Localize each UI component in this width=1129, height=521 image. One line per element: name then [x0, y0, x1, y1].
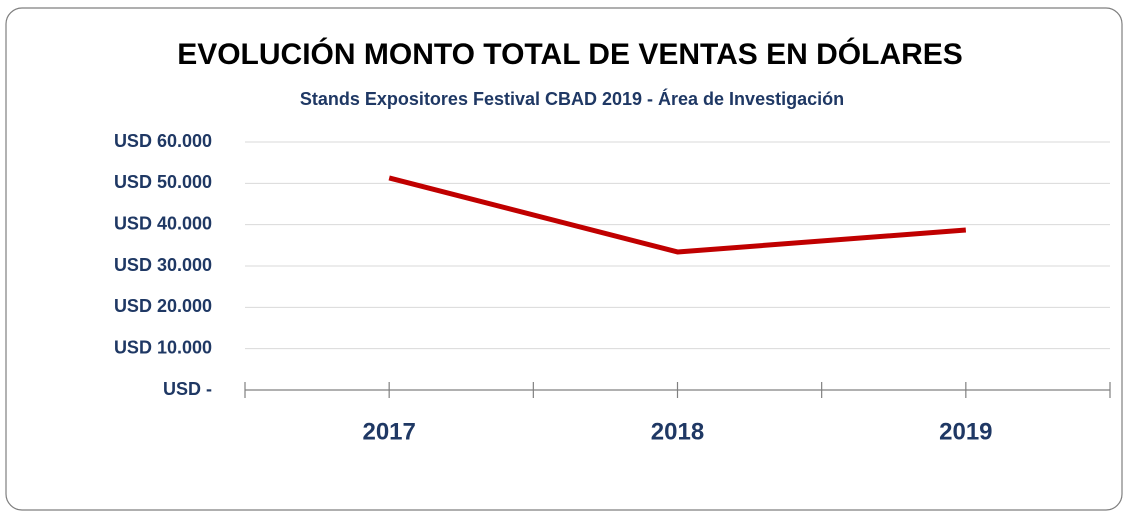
y-tick-label: USD 50.000	[114, 172, 212, 192]
y-tick-label: USD -	[163, 379, 212, 399]
y-tick-label: USD 20.000	[114, 296, 212, 316]
line-series	[388, 175, 967, 255]
chart-frame	[5, 7, 1123, 511]
x-tick-label: 2017	[362, 418, 415, 445]
x-tick-label: 2018	[651, 418, 704, 445]
x-tick-label: 2019	[939, 418, 992, 445]
y-tick-label: USD 30.000	[114, 255, 212, 275]
y-tick-label: USD 40.000	[114, 213, 212, 233]
y-tick-label: USD 10.000	[114, 337, 212, 357]
y-tick-label: USD 60.000	[114, 131, 212, 151]
chart-subtitle: Stands Expositores Festival CBAD 2019 - …	[300, 88, 844, 109]
chart-title: EVOLUCIÓN MONTO TOTAL DE VENTAS EN DÓLAR…	[177, 37, 963, 71]
